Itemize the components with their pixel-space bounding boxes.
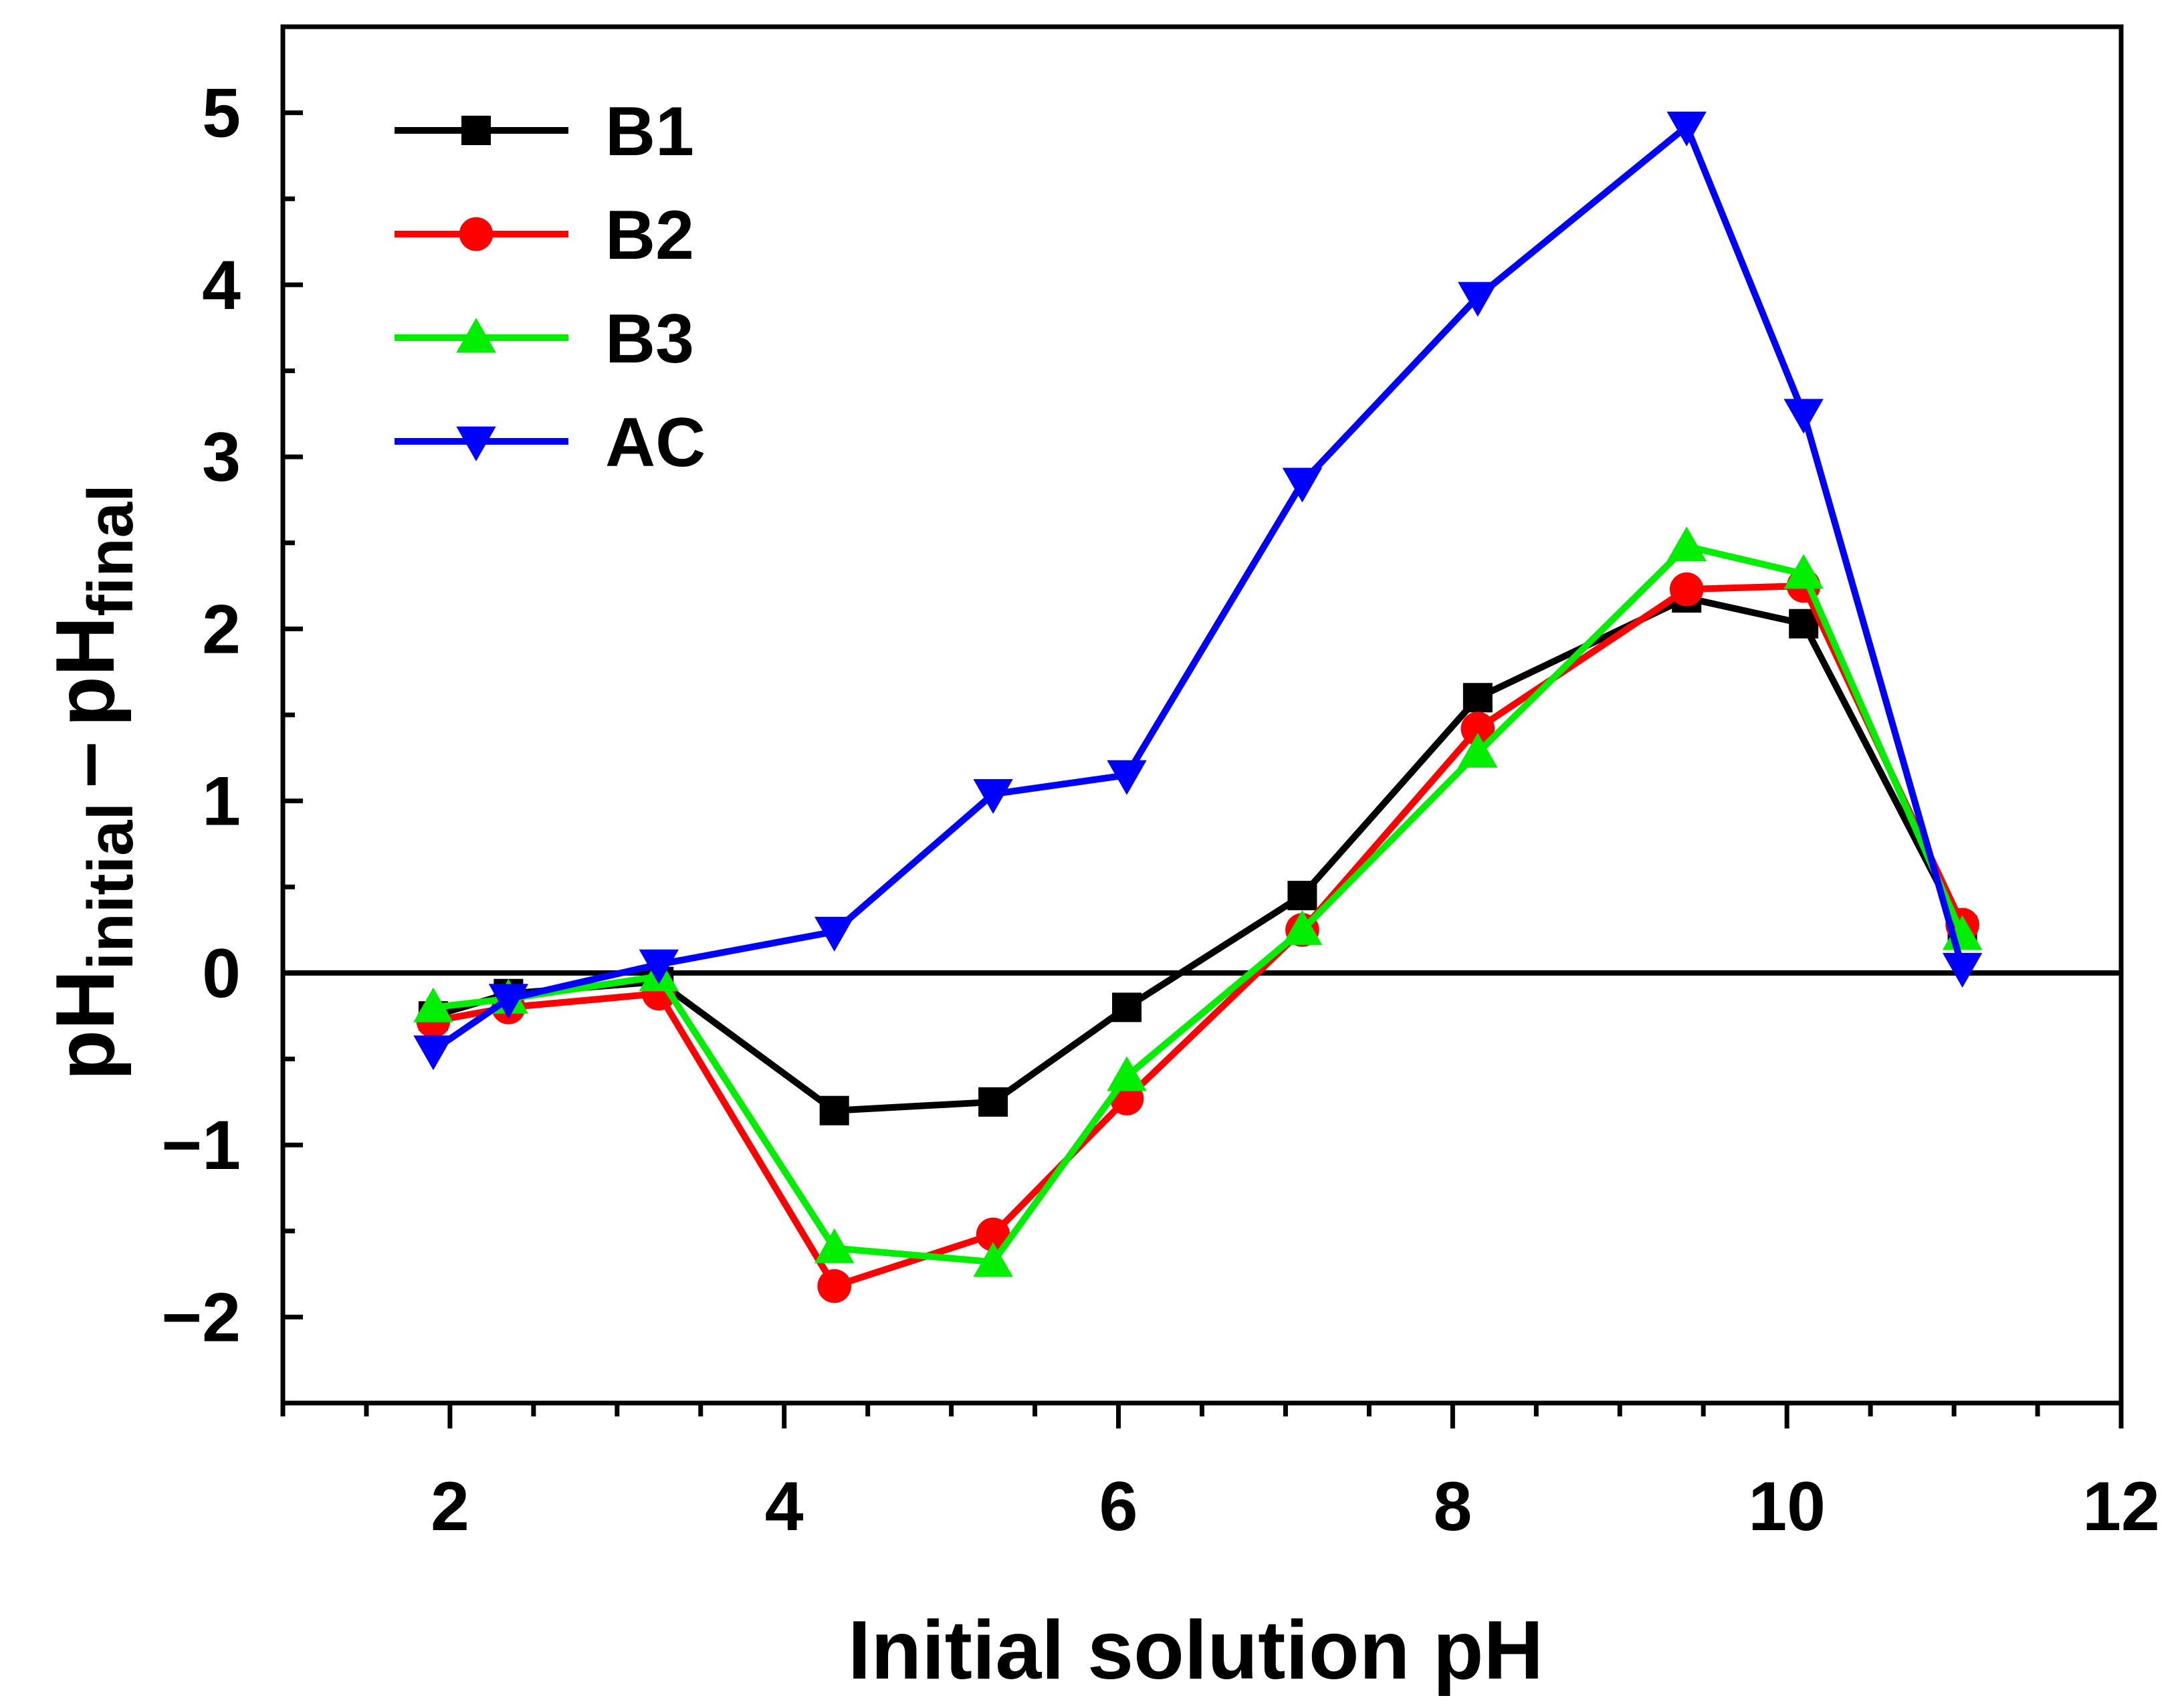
data-point-ac <box>1666 111 1707 146</box>
data-point-ac <box>1783 399 1824 434</box>
legend-label-b3: B3 <box>605 300 694 378</box>
y-axis-title-operator: – <box>39 742 132 788</box>
y-tick-label: 5 <box>202 75 241 152</box>
y-axis-title: pHinitial–pHfinal <box>39 484 146 1081</box>
y-tick-label: −2 <box>161 1279 241 1356</box>
legend-item-b2: B2 <box>395 197 694 274</box>
y-axis-title-base1: pH <box>39 970 132 1081</box>
y-tick-label: 3 <box>202 419 241 496</box>
data-point-b3 <box>413 987 453 1023</box>
data-point-b3 <box>1107 1056 1147 1091</box>
y-tick-label: 0 <box>202 935 241 1012</box>
legend-label-ac: AC <box>605 404 705 482</box>
data-point-ac <box>1458 282 1498 317</box>
data-point-b1 <box>1462 683 1493 713</box>
data-point-b1 <box>1287 881 1317 911</box>
data-point-b3 <box>1783 554 1824 589</box>
data-point-ac <box>639 949 679 984</box>
legend-marker-b3 <box>456 318 496 353</box>
data-point-ac <box>413 1035 453 1071</box>
y-tick-label: 1 <box>202 763 241 841</box>
x-axis-title: Initial solution pH <box>848 1604 1543 1697</box>
data-point-b3 <box>1458 732 1498 768</box>
y-tick-label: −1 <box>161 1107 241 1184</box>
data-point-b1 <box>1112 992 1142 1023</box>
data-point-b3 <box>814 1228 855 1263</box>
legend-item-b1: B1 <box>395 93 694 171</box>
data-point-b3 <box>1282 910 1323 945</box>
data-point-ac <box>1282 467 1323 503</box>
series-line-b2 <box>433 582 1966 1290</box>
y-axis-title-sub1: initial <box>75 803 146 970</box>
data-point-ac <box>1942 952 1983 988</box>
data-point-b1 <box>819 1095 849 1126</box>
data-point-b1 <box>978 1087 1008 1117</box>
legend-marker-ac <box>456 426 496 461</box>
data-point-b2 <box>817 1269 851 1303</box>
series-layer <box>413 111 1983 1303</box>
data-point-b2 <box>1669 572 1704 607</box>
data-point-ac <box>488 984 529 1019</box>
data-point-b3 <box>973 1242 1013 1277</box>
legend-label-b1: B1 <box>605 93 694 171</box>
data-point-ac <box>1107 760 1147 795</box>
legend-label-b2: B2 <box>605 197 694 274</box>
y-axis-title-base2: pH <box>39 617 132 727</box>
series-b3 <box>413 526 1983 1277</box>
series-b1 <box>418 583 1977 1126</box>
data-point-ac <box>814 916 855 952</box>
x-tick-label: 8 <box>1433 1468 1472 1545</box>
y-axis-title-sub2: final <box>75 484 146 616</box>
data-point-b2 <box>1460 712 1495 746</box>
legend-item-ac: AC <box>395 404 705 482</box>
legend: B1 B2 B3 AC <box>395 93 705 482</box>
data-point-b3 <box>1666 526 1707 562</box>
series-ac <box>413 111 1983 1071</box>
x-tick-label: 10 <box>1748 1468 1826 1545</box>
y-tick-label: 4 <box>202 247 241 324</box>
x-tick-label: 12 <box>2082 1468 2160 1545</box>
legend-item-b3: B3 <box>395 300 694 378</box>
legend-marker-b1 <box>461 116 491 145</box>
x-tick-label: 4 <box>765 1468 804 1545</box>
y-tick-label: 2 <box>202 591 241 668</box>
series-b2 <box>416 568 1979 1303</box>
data-point-ac <box>973 779 1013 815</box>
data-point-b2 <box>976 1217 1010 1252</box>
x-tick-label: 6 <box>1099 1468 1138 1545</box>
legend-marker-b2 <box>459 217 494 251</box>
x-tick-label: 2 <box>431 1468 469 1545</box>
